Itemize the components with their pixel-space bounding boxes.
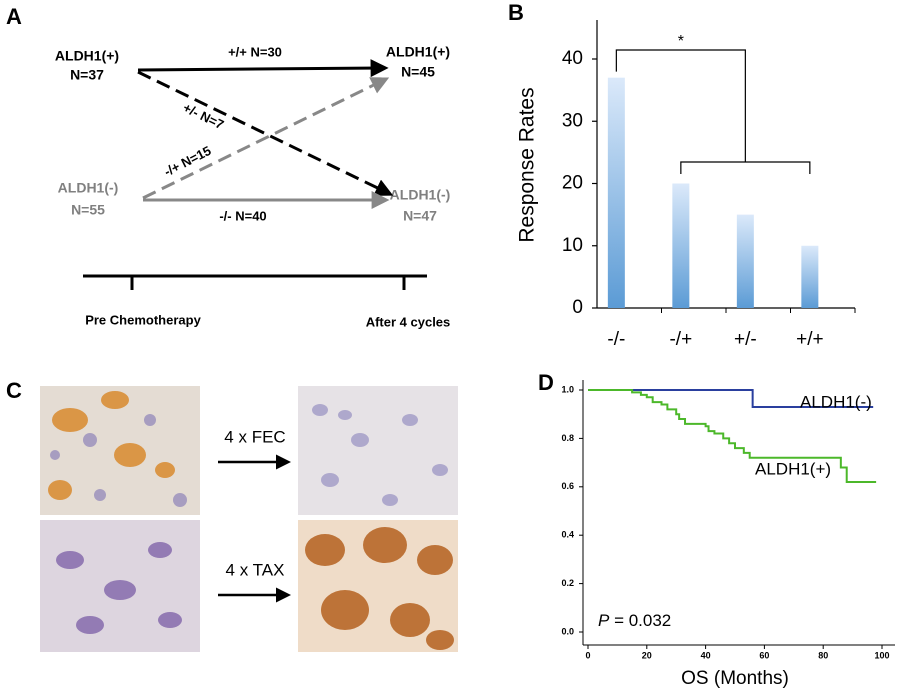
- bar: [736, 214, 754, 308]
- y-tick-label: 0.6: [561, 481, 574, 491]
- bar: [801, 245, 819, 308]
- x-tick-label: 80: [818, 650, 828, 660]
- x-tick-label: 100: [874, 650, 889, 660]
- stain: [48, 391, 175, 500]
- treatment-label: 4 x TAX: [226, 560, 285, 579]
- node-label: ALDH1(-): [58, 180, 119, 196]
- bar: [672, 183, 690, 308]
- edge-label: +/+ N=30: [228, 44, 282, 59]
- significance-bracket: [680, 161, 811, 174]
- survival-curve: [588, 389, 877, 483]
- series-label: ALDH1(-): [800, 392, 872, 411]
- y-tick-label: 30: [562, 110, 583, 131]
- y-tick-label: 20: [562, 173, 583, 194]
- significance-label: *: [678, 33, 684, 50]
- panel-label: A: [6, 4, 22, 29]
- survival-curve: [588, 389, 874, 408]
- p-value: P = 0.032: [598, 611, 671, 630]
- node-label: ALDH1(-): [390, 187, 451, 203]
- x-tick-label: -/+: [669, 329, 692, 350]
- panel-label: B: [508, 0, 524, 25]
- p-text: = 0.032: [609, 611, 671, 630]
- nuclei: [50, 414, 187, 507]
- x-axis-label: OS (Months): [681, 668, 789, 689]
- panel-label: D: [538, 370, 554, 395]
- y-tick-label: 0.4: [561, 530, 574, 540]
- treatment-label: 4 x FEC: [224, 427, 285, 446]
- nuclei: [312, 404, 448, 506]
- arrow: [137, 70, 394, 196]
- series-label: ALDH1(+): [755, 459, 831, 478]
- edge-label: -/- N=40: [219, 208, 266, 223]
- y-tick-label: 0: [572, 297, 583, 318]
- x-tick-label: +/-: [734, 329, 757, 350]
- arrow: [142, 77, 390, 200]
- node-count: N=45: [401, 64, 435, 80]
- p-symbol: P: [598, 611, 610, 630]
- y-tick-label: 10: [562, 235, 583, 256]
- x-tick-label: 40: [701, 650, 711, 660]
- x-tick-label: 60: [759, 650, 769, 660]
- arrow: [137, 59, 389, 78]
- x-tick-label: +/+: [796, 329, 823, 350]
- node-count: N=47: [403, 208, 437, 224]
- timeline-label: After 4 cycles: [366, 314, 451, 329]
- x-tick-label: -/-: [607, 329, 625, 350]
- y-tick-label: 40: [562, 48, 583, 69]
- y-axis-label: Response Rates: [516, 87, 539, 242]
- nuclei: [56, 542, 182, 634]
- x-tick-label: 0: [585, 650, 590, 660]
- y-tick-label: 0.2: [561, 578, 574, 588]
- stain: [305, 527, 454, 650]
- node-count: N=37: [70, 67, 104, 83]
- timeline-label: Pre Chemotherapy: [85, 312, 201, 327]
- y-tick-label: 0.8: [561, 433, 574, 443]
- histology-images: 4 x FEC 4 x TAX: [40, 386, 458, 652]
- diagram: ALDH1(+) N=37 ALDH1(+) N=45 ALDH1(-) N=5…: [55, 44, 450, 330]
- bar: [607, 77, 625, 308]
- y-tick-label: 1.0: [561, 384, 574, 394]
- y-tick-label: 0.0: [561, 626, 574, 636]
- node-count: N=55: [71, 202, 105, 218]
- node-label: ALDH1(+): [55, 48, 119, 64]
- panel-label: C: [6, 378, 22, 403]
- x-tick-label: 20: [642, 650, 652, 660]
- node-label: ALDH1(+): [386, 44, 450, 60]
- edge-label: -/+ N=15: [162, 143, 214, 179]
- significance-bracket: [615, 49, 746, 162]
